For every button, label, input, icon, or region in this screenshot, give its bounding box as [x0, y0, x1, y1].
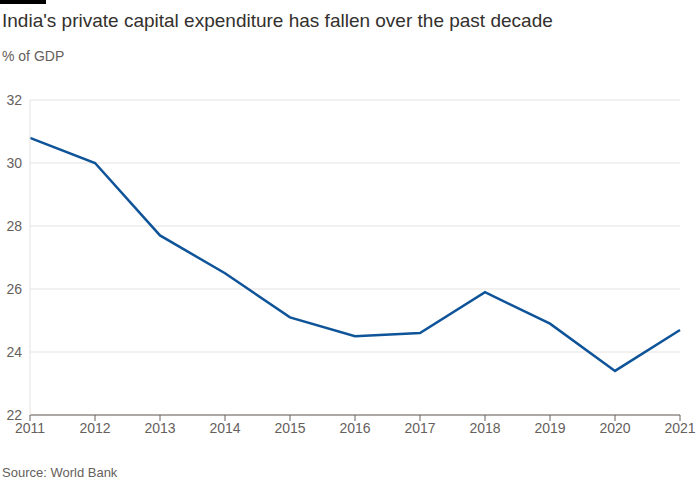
svg-text:2018: 2018	[469, 420, 500, 436]
svg-text:2020: 2020	[599, 420, 630, 436]
svg-text:26: 26	[8, 281, 22, 297]
svg-text:2017: 2017	[404, 420, 435, 436]
html-text:Source: World Bank: Source: World Bank	[2, 465, 118, 480]
svg-text:2012: 2012	[79, 420, 110, 436]
svg-text:32: 32	[8, 92, 22, 108]
svg-text:2011: 2011	[14, 419, 46, 436]
svg-text:28: 28	[8, 218, 22, 234]
html-text:% of GDP: % of GDP	[2, 48, 65, 64]
svg-text:2014: 2014	[209, 420, 240, 436]
svg-text:30: 30	[8, 155, 22, 171]
svg-text:2015: 2015	[274, 420, 305, 436]
svg-text:2016: 2016	[339, 420, 370, 436]
svg-text:24: 24	[8, 344, 22, 360]
svg-text:2019: 2019	[534, 420, 565, 436]
svg-text:2013: 2013	[144, 420, 175, 436]
svg-text:22: 22	[8, 407, 22, 423]
html-text:India's private capital expend: India's private capital expenditure has …	[2, 10, 553, 31]
svg-text:2021: 2021	[664, 420, 692, 436]
